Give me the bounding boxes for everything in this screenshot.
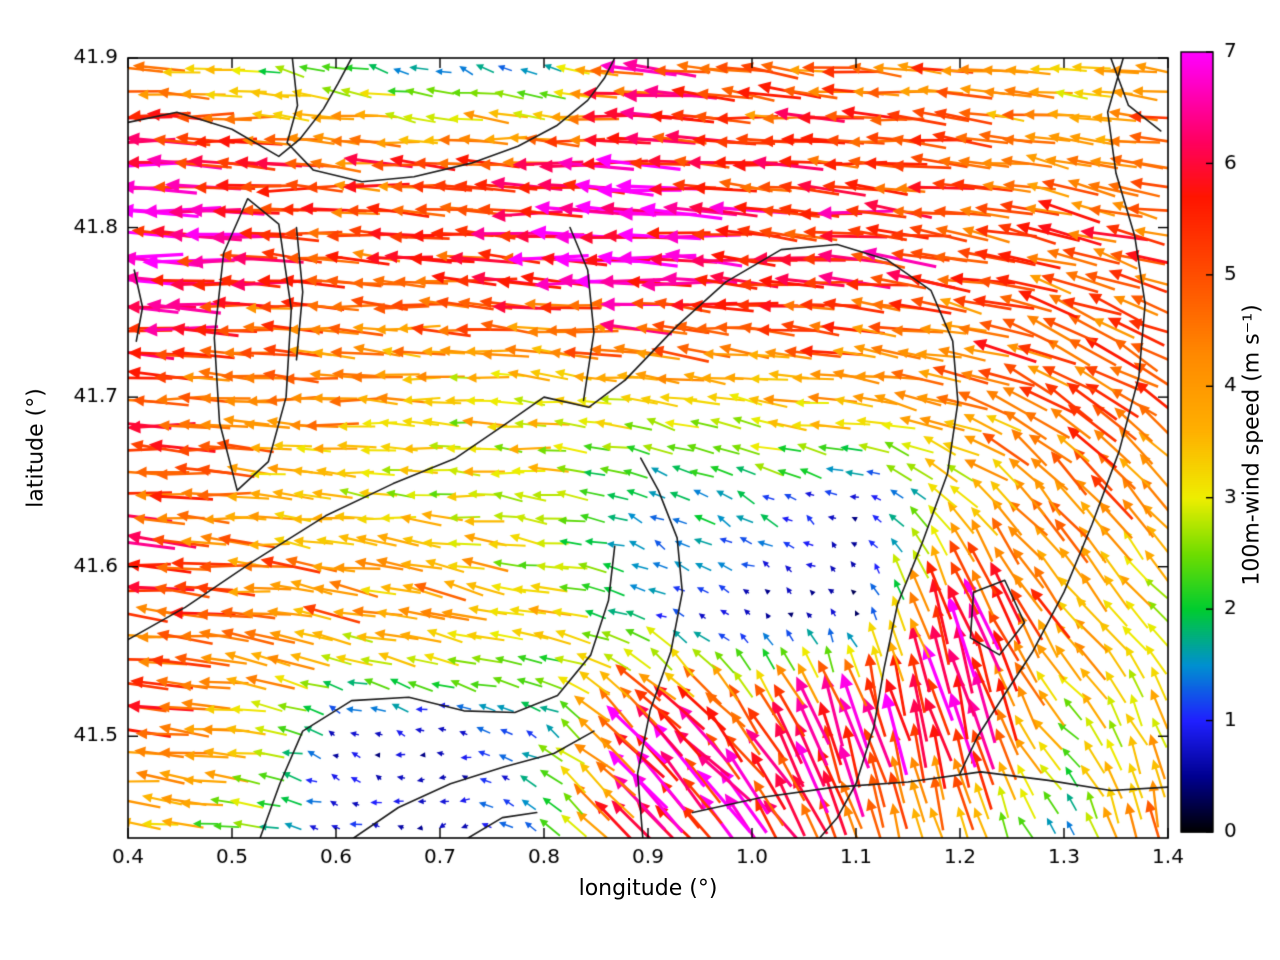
colorbar-label: 100m-wind speed (m s⁻¹) <box>1239 304 1265 586</box>
y-axis-label: latitude (°) <box>23 388 49 508</box>
x-axis-label: longitude (°) <box>578 876 718 901</box>
